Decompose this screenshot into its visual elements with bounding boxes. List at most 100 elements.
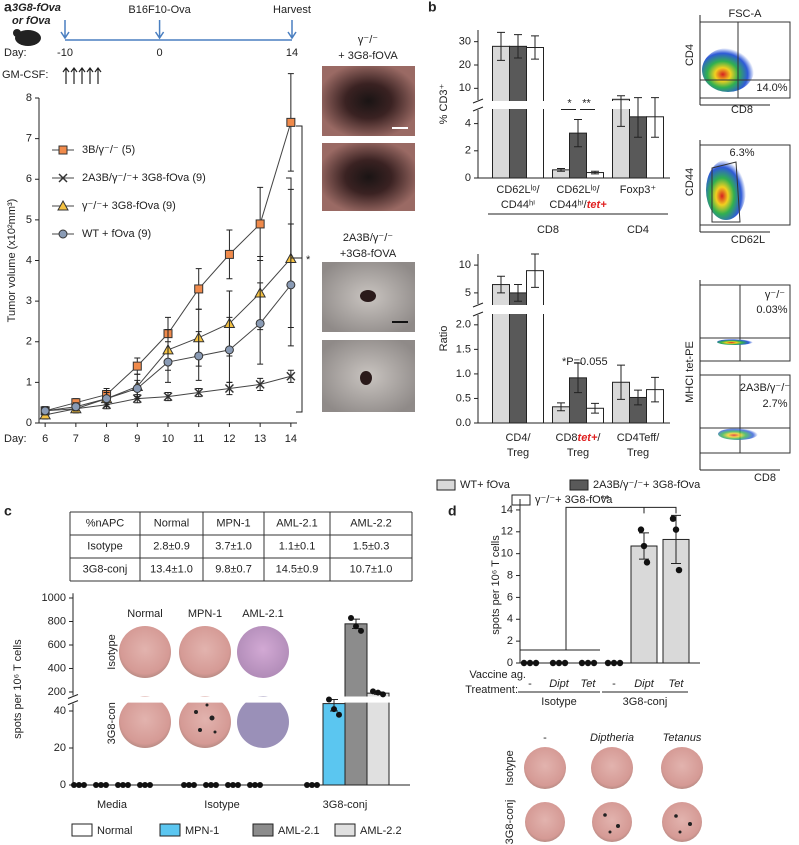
data-point — [186, 782, 192, 788]
y-tick-label: 0 — [60, 779, 66, 791]
error-bar — [574, 362, 582, 394]
y-tick-label: 6 — [507, 591, 513, 603]
x-tick-label: CD44ʰⁱ/tet+ — [549, 199, 607, 211]
data-point — [331, 706, 337, 713]
error-bar — [591, 170, 599, 175]
flow-axis-label: MHCI tet-PE — [684, 341, 696, 403]
data-point — [309, 782, 315, 788]
panel-label: a — [4, 0, 12, 15]
legend-label: WT+ fOva — [460, 479, 511, 491]
well-row: Isotype — [106, 634, 118, 669]
y-axis-label: Ratio — [438, 326, 450, 352]
y-tick-label: 1.0 — [456, 368, 471, 380]
legend-label: AML-2.1 — [278, 825, 320, 837]
x-tick-label: 12 — [223, 433, 235, 445]
data-point — [225, 782, 231, 788]
y-tick-label: 40 — [54, 705, 66, 717]
x-tick-label: CD44ʰⁱ — [501, 199, 535, 211]
y-tick-label: 1 — [26, 376, 32, 388]
y-tick-label: 30 — [459, 36, 471, 48]
legend-swatch — [436, 479, 456, 491]
x-tick-label: Treg — [507, 447, 529, 459]
data-point — [314, 782, 320, 788]
y-tick-label: 2 — [26, 336, 32, 348]
data-point — [103, 782, 109, 788]
mouse-ear — [13, 29, 21, 37]
data-point — [213, 782, 219, 788]
flow-axis-label: CD8 — [754, 472, 776, 484]
x-tick-label: Dipt — [549, 678, 570, 690]
label-part: CD44ʰⁱ/ — [549, 199, 587, 211]
table-cell: AML-2.1 — [276, 517, 318, 529]
data-point — [590, 659, 598, 667]
data-point — [370, 688, 376, 695]
y-tick-label: 8 — [507, 569, 513, 581]
marker — [163, 357, 173, 367]
legend-swatch — [511, 494, 531, 506]
legend-swatch — [334, 823, 356, 837]
data-point — [304, 782, 310, 788]
axis-break — [472, 305, 670, 314]
marker — [286, 280, 296, 290]
error-bar — [634, 97, 642, 138]
data-point — [610, 659, 618, 667]
y-tick-label: 20 — [459, 59, 471, 71]
y-axis-label: spots per 10⁶ T cells — [12, 639, 24, 739]
data-point — [380, 691, 386, 698]
y-tick-label: 0 — [507, 657, 513, 669]
day-tick: 0 — [157, 47, 163, 59]
well-column: - — [543, 732, 547, 744]
data-point — [93, 782, 99, 788]
y-tick-label: 3 — [26, 295, 32, 307]
table-cell: 10.7±1.0 — [350, 563, 393, 575]
data-point — [147, 782, 153, 788]
legend-marker — [57, 199, 69, 211]
y-axis-label: spots per 10⁶ T cells — [490, 535, 502, 635]
treatment: 3G8-fOva — [12, 2, 61, 14]
legend-label: AML-2.2 — [360, 825, 402, 837]
x-tick-label: CD8tet+/ — [556, 432, 602, 444]
x-tick-label: Isotype — [204, 799, 239, 811]
bar — [344, 623, 368, 786]
well — [524, 747, 566, 789]
x-tick-label: CD4/ — [505, 432, 531, 444]
axis-break-mark — [67, 694, 79, 706]
y-tick-label: 10 — [459, 82, 471, 94]
label-part: / — [597, 432, 601, 444]
well — [119, 696, 171, 748]
x-tick-label: Dipt — [634, 678, 655, 690]
legend-swatch — [252, 823, 274, 837]
error-bar — [651, 376, 659, 403]
panel-label: c — [4, 503, 12, 519]
marker — [255, 379, 265, 389]
axis-break-mark — [472, 302, 484, 317]
annotation: * — [306, 254, 311, 266]
data-point — [675, 566, 683, 574]
treatment-alt: or fOva — [12, 15, 51, 27]
photo-label: +3G8-fOVA — [340, 248, 397, 260]
well — [591, 747, 633, 789]
x-tick-label: CD4Teff/ — [617, 432, 661, 444]
data-point — [375, 689, 381, 696]
axis-break-mark — [472, 98, 484, 112]
panel-label: b — [428, 0, 437, 15]
flow-label: 2A3B/γ⁻/⁻ — [740, 382, 790, 394]
data-point — [336, 711, 342, 718]
event: B16F10-Ova — [128, 4, 191, 16]
data-point — [520, 659, 528, 667]
x-axis-label: Day: — [4, 433, 27, 445]
timeline-arrow — [154, 20, 165, 40]
y-tick-label: 10 — [459, 259, 471, 271]
y-tick-label: 2 — [465, 145, 471, 157]
marker — [132, 361, 142, 371]
marker — [224, 249, 234, 259]
flow-density — [702, 48, 754, 92]
legend-swatch — [569, 479, 589, 491]
data-point — [643, 559, 651, 566]
y-tick-label: 5 — [26, 214, 32, 226]
bracket — [286, 125, 303, 413]
data-point — [549, 659, 557, 667]
photo-label: γ⁻/⁻ — [358, 34, 378, 46]
table-cell: %nAPC — [86, 517, 125, 529]
data-point — [142, 782, 148, 788]
